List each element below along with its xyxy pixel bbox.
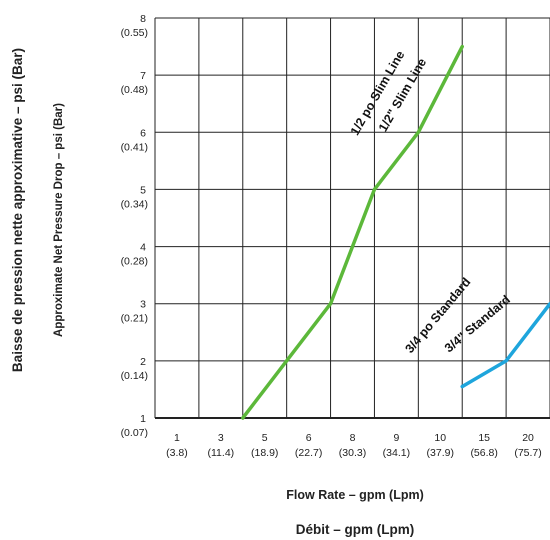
x-axis-label-french: Débit – gpm (Lpm) [296, 522, 415, 537]
y-tick-label: 2 [140, 356, 146, 368]
y-tick-label: 1 [140, 413, 146, 425]
y-tick-label-bar: (0.28) [121, 256, 148, 268]
series-line-slim-line [241, 44, 464, 420]
x-axis-label: Flow Rate – gpm (Lpm) [286, 488, 424, 502]
y-tick-label: 3 [140, 299, 146, 311]
y-tick-label: 4 [140, 242, 146, 254]
x-tick-label-lpm: (56.8) [470, 447, 497, 459]
chart-series [241, 44, 550, 420]
x-tick-label: 20 [522, 432, 534, 444]
x-tick-label-lpm: (3.8) [166, 447, 188, 459]
y-tick-label-bar: (0.34) [121, 198, 148, 210]
x-tick-label-lpm: (18.9) [251, 447, 278, 459]
chart-tick-labels: 1 (0.07) 2 (0.14) 3 (0.21) 4 (0.28) 5 (0.34) 6 (0.4… [121, 13, 542, 459]
y-axis-label-french: Baisse de pression nette approximative –… [10, 48, 25, 372]
x-tick-label-lpm: (37.9) [427, 447, 454, 459]
x-tick-label: 3 [218, 432, 224, 444]
x-tick-label-lpm: (22.7) [295, 447, 322, 459]
y-axis-label: Approximate Net Pressure Drop – psi (Bar… [53, 103, 65, 337]
chart-grid [154, 17, 550, 419]
x-tick-label: 15 [478, 432, 490, 444]
y-tick-label-bar: (0.07) [121, 427, 148, 439]
x-tick-label-lpm: (34.1) [383, 447, 410, 459]
y-tick-label: 8 [140, 13, 146, 25]
y-tick-label-bar: (0.55) [121, 27, 148, 39]
y-tick-label: 6 [140, 127, 146, 139]
y-tick-label-bar: (0.21) [121, 313, 148, 325]
x-tick-label: 10 [434, 432, 446, 444]
y-tick-label: 7 [140, 70, 146, 82]
x-tick-label: 6 [306, 432, 312, 444]
x-tick-label: 8 [350, 432, 356, 444]
y-tick-label: 5 [140, 184, 146, 196]
x-tick-label-lpm: (11.4) [208, 447, 235, 459]
x-tick-label: 1 [174, 432, 180, 444]
x-tick-label-lpm: (30.3) [339, 447, 366, 459]
y-tick-label-bar: (0.48) [121, 84, 148, 96]
x-tick-label: 9 [393, 432, 399, 444]
y-tick-label-bar: (0.14) [121, 370, 148, 382]
y-tick-label-bar: (0.41) [121, 141, 148, 153]
x-tick-label-lpm: (75.7) [514, 447, 541, 459]
x-tick-label: 5 [262, 432, 268, 444]
